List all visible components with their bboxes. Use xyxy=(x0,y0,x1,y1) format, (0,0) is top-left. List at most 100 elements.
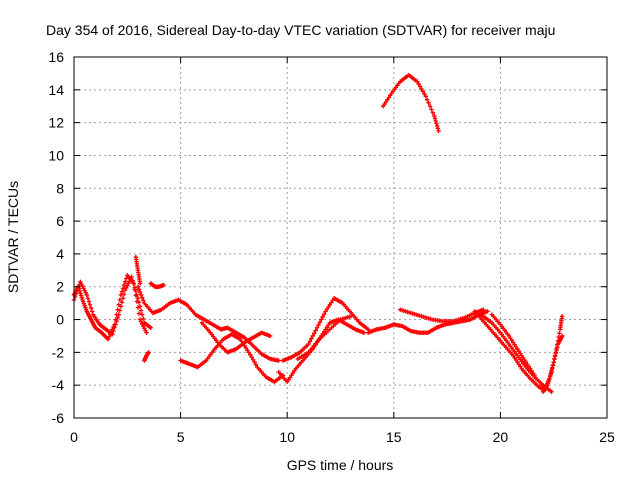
data-point xyxy=(135,296,141,301)
data-point xyxy=(113,322,118,327)
data-point xyxy=(161,282,166,288)
data-point xyxy=(250,357,256,362)
series-track-f xyxy=(178,332,286,385)
data-point xyxy=(419,86,424,92)
data-point xyxy=(552,357,557,362)
data-point xyxy=(557,331,562,336)
data-point xyxy=(132,285,137,290)
y-axis-label: SDTVAR / TECUs xyxy=(5,181,21,293)
data-point xyxy=(89,309,95,314)
data-point xyxy=(317,320,323,325)
data-point xyxy=(348,314,354,319)
series-track-i xyxy=(276,317,367,385)
data-point xyxy=(361,330,367,335)
data-point xyxy=(252,360,257,365)
data-point xyxy=(416,81,421,87)
data-point xyxy=(481,307,486,312)
data-point xyxy=(121,291,127,297)
series-track-g xyxy=(199,320,273,355)
x-tick-label: 0 xyxy=(70,429,78,445)
data-point xyxy=(144,330,149,335)
data-point xyxy=(140,312,145,317)
data-point xyxy=(117,308,123,313)
data-point xyxy=(85,296,91,301)
data-point xyxy=(138,292,144,298)
data-point xyxy=(246,350,252,355)
data-point xyxy=(84,292,89,298)
data-point xyxy=(253,362,259,367)
series-track-o xyxy=(489,312,537,378)
data-point xyxy=(135,284,141,289)
data-point xyxy=(267,333,273,339)
data-point xyxy=(550,365,555,370)
data-point xyxy=(547,376,552,381)
y-tick-label: 12 xyxy=(48,115,64,131)
data-point xyxy=(422,91,427,97)
data-point xyxy=(420,89,426,94)
data-point xyxy=(321,311,327,317)
data-point xyxy=(550,362,556,368)
data-point xyxy=(306,341,311,347)
y-tick-label: 8 xyxy=(56,180,64,196)
data-point xyxy=(116,312,121,317)
x-tick-label: 10 xyxy=(279,429,295,445)
series-track-c xyxy=(135,284,281,363)
data-point xyxy=(549,389,554,394)
data-point xyxy=(78,293,84,298)
data-point xyxy=(547,373,553,379)
axis-ticks xyxy=(73,56,608,419)
data-point xyxy=(309,336,314,341)
data-point xyxy=(122,279,128,285)
series-track-l xyxy=(397,307,486,324)
y-tick-label: 6 xyxy=(56,213,64,229)
data-point xyxy=(551,360,556,365)
data-point xyxy=(140,295,145,300)
data-point xyxy=(118,292,124,298)
data-point xyxy=(110,332,115,337)
data-point xyxy=(432,113,437,119)
data-point xyxy=(415,79,420,84)
data-point xyxy=(532,373,537,378)
data-point xyxy=(313,328,318,333)
y-tick-label: 16 xyxy=(48,49,64,65)
data-point xyxy=(549,368,554,373)
data-point xyxy=(434,123,440,129)
data-point xyxy=(137,289,143,295)
series-track-j xyxy=(295,314,354,362)
data-point xyxy=(430,110,436,115)
x-axis-label: GPS time / hours xyxy=(287,457,394,473)
plot-frame xyxy=(73,56,608,419)
data-point xyxy=(133,288,139,294)
data-point xyxy=(86,299,92,304)
data-point xyxy=(554,347,559,353)
data-point xyxy=(119,300,125,305)
data-point xyxy=(555,344,560,350)
data-point xyxy=(141,298,146,303)
data-point xyxy=(307,339,313,344)
data-point xyxy=(560,333,565,339)
x-tick-label: 20 xyxy=(493,429,509,445)
data-point xyxy=(434,121,439,126)
series-track-e xyxy=(142,350,151,363)
data-point xyxy=(553,350,559,356)
data-point xyxy=(87,302,93,307)
tick-labels: 0 5 10 15 20 25 -6 -4 -2 0 2 4 6 8 10 12 14 16 xyxy=(48,49,615,445)
data-point xyxy=(134,292,140,297)
y-tick-label: 10 xyxy=(48,147,64,163)
data-point xyxy=(314,325,320,330)
data-point xyxy=(130,278,135,283)
data-point xyxy=(485,309,490,314)
data-point xyxy=(276,358,281,363)
data-point xyxy=(136,300,142,305)
data-point xyxy=(114,318,119,324)
series-track-p xyxy=(540,314,565,394)
data-point xyxy=(119,289,125,294)
data-point xyxy=(131,281,136,287)
data-point xyxy=(249,355,254,360)
data-point xyxy=(129,274,134,280)
data-point xyxy=(427,104,433,109)
y-tick-label: 0 xyxy=(56,312,64,328)
data-point xyxy=(112,325,117,330)
data-point xyxy=(560,314,565,319)
series-track-b xyxy=(71,274,153,337)
